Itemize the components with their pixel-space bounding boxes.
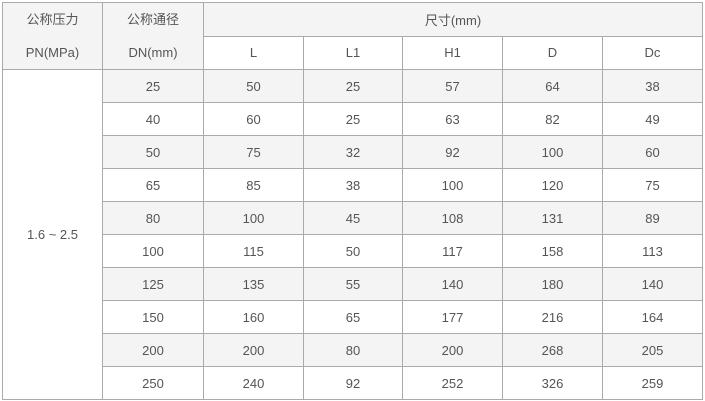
table-row: 1.6 ~ 2.5 25 50 25 57 64 38 — [2, 69, 703, 400]
dimension-cell-dc: 75 — [602, 168, 703, 202]
dimension-cell-d: 64 — [502, 69, 603, 103]
column-header-h1: H1 — [402, 35, 503, 70]
dimension-cell-d: 180 — [502, 267, 603, 301]
dimension-cell-l1: 80 — [303, 333, 403, 367]
dimension-cell-d: 268 — [502, 333, 603, 367]
table-row: 150 160 65 177 216 164 — [3, 300, 703, 334]
pressure-unit: PN(MPa) — [25, 45, 80, 60]
dimension-cell-l: 100 — [203, 201, 304, 235]
dimension-cell-l1: 32 — [303, 135, 403, 169]
dimension-cell-h1: 140 — [402, 267, 503, 301]
dimension-cell-l: 200 — [203, 333, 304, 367]
dimension-cell-l1: 38 — [303, 168, 403, 202]
dimension-cell-d: 216 — [502, 300, 603, 334]
column-header-d: D — [502, 35, 603, 70]
dimension-cell-l1: 25 — [303, 69, 403, 103]
dimension-cell-dc: 113 — [602, 234, 703, 268]
column-header-l1: L1 — [303, 35, 403, 70]
dimension-cell-dc: 205 — [602, 333, 703, 367]
diameter-header: 公称通径 DN(mm) — [102, 2, 204, 70]
dimension-cell-h1: 63 — [402, 102, 503, 136]
dimension-cell-d: 120 — [502, 168, 603, 202]
dn-cell: 150 — [102, 300, 204, 334]
dn-cell: 25 — [102, 69, 204, 103]
dimension-cell-l1: 50 — [303, 234, 403, 268]
dimension-cell-d: 100 — [502, 135, 603, 169]
pressure-header: 公称压力 PN(MPa) — [2, 2, 103, 70]
dimension-cell-d: 131 — [502, 201, 603, 235]
table-row: 200 200 80 200 268 205 — [3, 333, 703, 367]
dimension-cell-h1: 177 — [402, 300, 503, 334]
dimension-cell-l1: 55 — [303, 267, 403, 301]
dn-cell: 50 — [102, 135, 204, 169]
dimension-cell-l: 85 — [203, 168, 304, 202]
dimension-cell-h1: 100 — [402, 168, 503, 202]
table-row: 40 60 25 63 82 49 — [3, 102, 703, 136]
dimensions-header: 尺寸(mm) — [203, 2, 703, 37]
dimension-cell-l: 50 — [203, 69, 304, 103]
dn-cell: 125 — [102, 267, 204, 301]
table-row: 65 85 38 100 120 75 — [3, 168, 703, 202]
dimension-cell-dc: 49 — [602, 102, 703, 136]
table-row: 50 75 32 92 100 60 — [3, 135, 703, 169]
dimension-cell-h1: 117 — [402, 234, 503, 268]
dimension-cell-dc: 259 — [602, 366, 703, 400]
dn-cell: 250 — [102, 366, 204, 400]
column-header-dc: Dc — [602, 35, 703, 70]
dn-cell: 100 — [102, 234, 204, 268]
dimension-cell-l: 240 — [203, 366, 304, 400]
dn-cell: 65 — [102, 168, 204, 202]
dimension-cell-l: 60 — [203, 102, 304, 136]
dn-cell: 80 — [102, 201, 204, 235]
dn-cell: 40 — [102, 102, 204, 136]
dimension-cell-l1: 65 — [303, 300, 403, 334]
dimension-cell-dc: 140 — [602, 267, 703, 301]
pressure-value: 1.6 ~ 2.5 — [2, 69, 103, 400]
dimension-cell-d: 326 — [502, 366, 603, 400]
dimension-cell-h1: 57 — [402, 69, 503, 103]
dimension-cell-h1: 200 — [402, 333, 503, 367]
dimension-cell-l: 160 — [203, 300, 304, 334]
dimension-cell-l1: 92 — [303, 366, 403, 400]
table-row: 125 135 55 140 180 140 — [3, 267, 703, 301]
dimension-cell-h1: 252 — [402, 366, 503, 400]
diameter-label: 公称通径 — [126, 12, 179, 27]
dimension-cell-dc: 164 — [602, 300, 703, 334]
dimension-cell-dc: 89 — [602, 201, 703, 235]
dimension-cell-h1: 108 — [402, 201, 503, 235]
column-header-l: L — [203, 35, 304, 70]
table-row: 80 100 45 108 131 89 — [3, 201, 703, 235]
dimension-cell-d: 158 — [502, 234, 603, 268]
dimension-cell-d: 82 — [502, 102, 603, 136]
table-row: 250 240 92 252 326 259 — [3, 366, 703, 400]
dimension-cell-l: 115 — [203, 234, 304, 268]
diameter-unit: DN(mm) — [128, 45, 178, 60]
dimension-cell-h1: 92 — [402, 135, 503, 169]
dimension-cell-l: 75 — [203, 135, 304, 169]
dimension-cell-dc: 60 — [602, 135, 703, 169]
dimension-cell-l1: 25 — [303, 102, 403, 136]
dimension-cell-dc: 38 — [602, 69, 703, 103]
pressure-label: 公称压力 — [26, 12, 79, 27]
dimension-cell-l1: 45 — [303, 201, 403, 235]
dimension-cell-l: 135 — [203, 267, 304, 301]
dn-cell: 200 — [102, 333, 204, 367]
table-row: 100 115 50 117 158 113 — [3, 234, 703, 268]
